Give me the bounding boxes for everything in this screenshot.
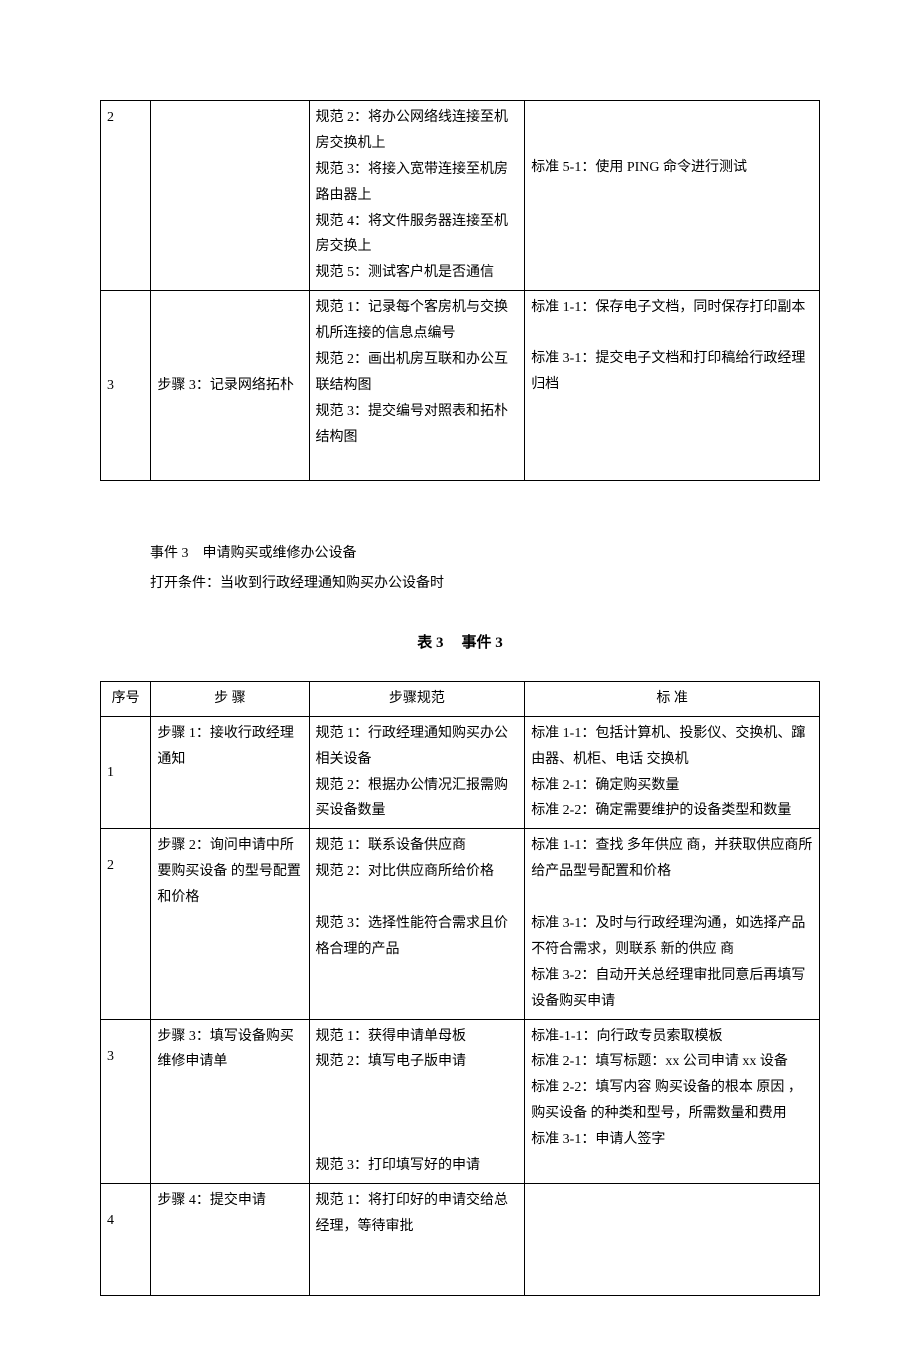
cell-std: 标准 1-1：包括计算机、投影仪、交换机、蹿由器、机柜、电话 交换机 标准 2-… <box>525 716 820 829</box>
cell-num: 4 <box>101 1183 151 1296</box>
spec-line: 规范 2：对比供应商所给价格 <box>316 859 519 885</box>
std-line: 标准-1-1：向行政专员索取模板 <box>531 1024 813 1050</box>
spec-line: 规范 1：获得申请单母板 <box>316 1024 519 1050</box>
std-line: 标准 1-1：保存电子文档，同时保存打印副本 <box>531 295 813 321</box>
table-row: 2 规范 2：将办公网络线连接至机房交换机上 规范 3：将接入宽带连接至机房路由… <box>101 101 820 291</box>
spec-line: 规范 2：填写电子版申请 <box>316 1049 519 1075</box>
cell-step: 步骤 4：提交申请 <box>151 1183 309 1296</box>
spec-line: 规范 1：将打印好的申请交给总经理，等待审批 <box>316 1188 519 1240</box>
cell-num: 2 <box>101 829 151 1019</box>
std-line <box>531 321 813 346</box>
spec-line: 规范 3：打印填写好的申请 <box>316 1153 519 1179</box>
spec-line: 规范 1：联系设备供应商 <box>316 833 519 859</box>
cell-num: 2 <box>101 101 151 291</box>
cell-step: 步骤 3：填写设备购买维修申请单 <box>151 1019 309 1183</box>
spec-line: 规范 3：将接入宽带连接至机房路由器上 <box>316 157 519 209</box>
spec-line: 规范 2：画出机房互联和办公互联结构图 <box>316 347 519 399</box>
cell-spec: 规范 1：行政经理通知购买办公相关设备 规范 2：根据办公情况汇报需购买设备数量 <box>309 716 525 829</box>
spec-line: 规范 3：提交编号对照表和拓朴结构图 <box>316 399 519 451</box>
spec-line: 规范 1：记录每个客房机与交换机所连接的信息点编号 <box>316 295 519 347</box>
std-line: 标准 2-1：填写标题：xx 公司申请 xx 设备 标准 2-2：填写内容 购买… <box>531 1049 813 1153</box>
cell-step: 步骤 3：记录网络拓朴 <box>151 291 309 481</box>
spec-line: 规范 4：将文件服务器连接至机房交换上 <box>316 209 519 261</box>
cell-std: 标准 1-1：保存电子文档，同时保存打印副本 标准 3-1：提交电子文档和打印稿… <box>525 291 820 481</box>
event-title: 事件 3 申请购买或维修办公设备 <box>150 541 820 566</box>
caption-part-b: 事件 3 <box>462 635 503 651</box>
std-line: 标准 5-1：使用 PING 命令进行测试 <box>531 155 813 181</box>
std-line: 标准 1-1：查找 多年供应 商，并获取供应商所给产品型号配置和价格 <box>531 833 813 885</box>
cell-spec: 规范 1：获得申请单母板 规范 2：填写电子版申请 规范 3：打印填写好的申请 <box>309 1019 525 1183</box>
cell-std: 标准 5-1：使用 PING 命令进行测试 <box>525 101 820 291</box>
cell-std: 标准-1-1：向行政专员索取模板 标准 2-1：填写标题：xx 公司申请 xx … <box>525 1019 820 1183</box>
header-num: 序号 <box>101 681 151 716</box>
std-line: 标准 2-1：确定购买数量 标准 2-2：确定需要维护的设备类型和数量 <box>531 773 813 825</box>
table2-caption: 表 3 事件 3 <box>100 630 820 657</box>
cell-num: 3 <box>101 291 151 481</box>
header-spec: 步骤规范 <box>309 681 525 716</box>
spec-line: 规范 2：根据办公情况汇报需购买设备数量 <box>316 773 519 825</box>
table-header-row: 序号 步 骤 步骤规范 标 准 <box>101 681 820 716</box>
spec-line: 规范 5：测试客户机是否通信 <box>316 260 519 286</box>
cell-step: 步骤 2：询问申请中所要购买设备 的型号配置和价格 <box>151 829 309 1019</box>
cell-num: 3 <box>101 1019 151 1183</box>
std-line: 标准 3-1：提交电子文档和打印稿给行政经理归档 <box>531 346 813 398</box>
table-row: 3 步骤 3：填写设备购买维修申请单 规范 1：获得申请单母板 规范 2：填写电… <box>101 1019 820 1183</box>
table-row: 4 步骤 4：提交申请 规范 1：将打印好的申请交给总经理，等待审批 <box>101 1183 820 1296</box>
page: 2 规范 2：将办公网络线连接至机房交换机上 规范 3：将接入宽带连接至机房路由… <box>0 0 920 1356</box>
cell-spec: 规范 1：记录每个客房机与交换机所连接的信息点编号 规范 2：画出机房互联和办公… <box>309 291 525 481</box>
caption-part-a: 表 3 <box>417 635 443 651</box>
spec-line: 规范 1：行政经理通知购买办公相关设备 <box>316 721 519 773</box>
cell-step: 步骤 1：接收行政经理通知 <box>151 716 309 829</box>
cell-step <box>151 101 309 291</box>
table1-body: 2 规范 2：将办公网络线连接至机房交换机上 规范 3：将接入宽带连接至机房路由… <box>101 101 820 481</box>
table-row: 1 步骤 1：接收行政经理通知 规范 1：行政经理通知购买办公相关设备 规范 2… <box>101 716 820 829</box>
cell-std: 标准 1-1：查找 多年供应 商，并获取供应商所给产品型号配置和价格 标准 3-… <box>525 829 820 1019</box>
event-condition: 打开条件：当收到行政经理通知购买办公设备时 <box>150 571 820 596</box>
cell-std <box>525 1183 820 1296</box>
table-row: 2 步骤 2：询问申请中所要购买设备 的型号配置和价格 规范 1：联系设备供应商… <box>101 829 820 1019</box>
header-std: 标 准 <box>525 681 820 716</box>
std-line: 标准 3-1：及时与行政经理沟通，如选择产品不符合需求，则联系 新的供应 商 标… <box>531 911 813 1015</box>
cell-spec: 规范 1：将打印好的申请交给总经理，等待审批 <box>309 1183 525 1296</box>
header-step: 步 骤 <box>151 681 309 716</box>
table-event-prev: 2 规范 2：将办公网络线连接至机房交换机上 规范 3：将接入宽带连接至机房路由… <box>100 100 820 481</box>
cell-spec: 规范 1：联系设备供应商 规范 2：对比供应商所给价格 规范 3：选择性能符合需… <box>309 829 525 1019</box>
spec-line: 规范 2：将办公网络线连接至机房交换机上 <box>316 105 519 157</box>
section-intro: 事件 3 申请购买或维修办公设备 打开条件：当收到行政经理通知购买办公设备时 <box>150 541 820 595</box>
spec-line: 规范 3：选择性能符合需求且价格合理的产品 <box>316 911 519 963</box>
cell-spec: 规范 2：将办公网络线连接至机房交换机上 规范 3：将接入宽带连接至机房路由器上… <box>309 101 525 291</box>
std-line: 标准 1-1：包括计算机、投影仪、交换机、蹿由器、机柜、电话 交换机 <box>531 721 813 773</box>
cell-num: 1 <box>101 716 151 829</box>
table-event3: 序号 步 骤 步骤规范 标 准 1 步骤 1：接收行政经理通知 规范 1：行政经… <box>100 681 820 1297</box>
table-row: 3 步骤 3：记录网络拓朴 规范 1：记录每个客房机与交换机所连接的信息点编号 … <box>101 291 820 481</box>
